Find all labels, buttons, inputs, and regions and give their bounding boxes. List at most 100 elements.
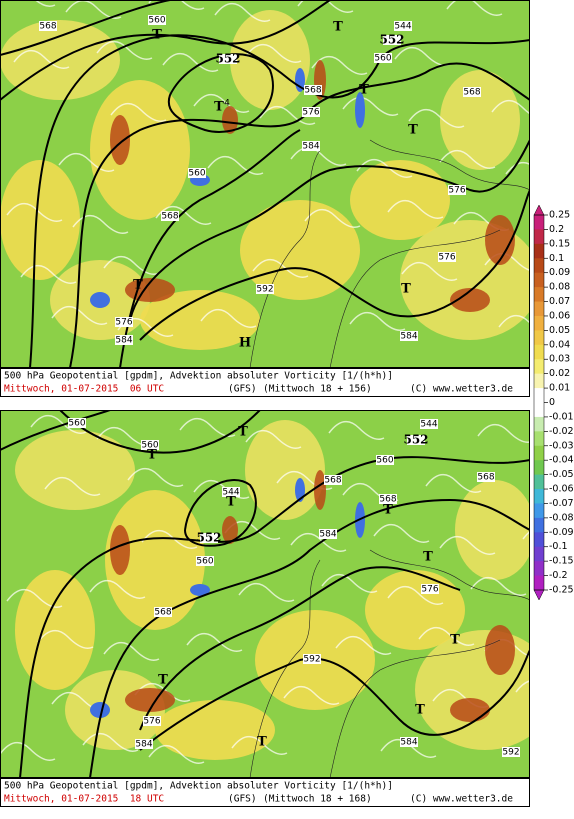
- colorbar-tick-label: 0.08: [549, 282, 570, 293]
- vorticity-streak: [44, 476, 101, 496]
- pressure-system-label: T: [423, 550, 433, 565]
- colorbar-band: [534, 431, 544, 447]
- map-frame: [0, 0, 530, 368]
- colorbar-band: [534, 474, 544, 490]
- vorticity-area: [240, 200, 360, 300]
- contour-label: 584: [400, 738, 417, 748]
- contour-label: 560: [196, 557, 213, 567]
- caption-box: [0, 368, 530, 397]
- caption-title: 500 hPa Geopotential [gpdm], Advektion a…: [4, 371, 393, 382]
- colorbar-band: [534, 215, 544, 230]
- colorbar-band: [534, 489, 544, 504]
- label-bg: [448, 185, 466, 195]
- coastline: [369, 139, 530, 191]
- geopotential-contour: [19, 456, 530, 778]
- vorticity-area: [245, 420, 325, 520]
- colorbar-band: [534, 503, 544, 519]
- vorticity-streak: [373, 523, 430, 543]
- contour-label: 584: [400, 332, 417, 342]
- vorticity-streak: [470, 576, 527, 596]
- colorbar-band: [534, 532, 544, 548]
- label-bg: [383, 35, 401, 45]
- colorbar-band: [534, 272, 544, 288]
- vorticity-streak: [335, 635, 392, 655]
- vorticity-min: [90, 702, 110, 718]
- label-bg: [143, 716, 161, 726]
- colorbar-tick-label: -0.15: [549, 556, 574, 567]
- vorticity-streak: [439, 149, 496, 169]
- label-bg: [438, 252, 456, 262]
- vorticity-streak: [162, 52, 219, 72]
- vorticity-streak: [245, 429, 302, 449]
- contour-label: 584: [302, 142, 319, 152]
- colorbar-tick-label: 0.02: [549, 368, 570, 379]
- vorticity-streak: [231, 735, 288, 755]
- colorbar-tick-label: 0.03: [549, 354, 570, 365]
- label-bg: [188, 168, 206, 178]
- contour-label: 560: [68, 419, 85, 429]
- vorticity-streak: [356, 158, 413, 178]
- vorticity-area: [455, 480, 530, 580]
- vorticity-area: [230, 10, 310, 110]
- vorticity-streak: [252, 258, 309, 278]
- vorticity-max: [450, 698, 490, 722]
- label-bg: [115, 335, 133, 345]
- colorbar: 0.25 0.2 0.15 0.1 0.09 0.08 0.07 0.06 0.05 0.04 0.…: [533, 204, 574, 601]
- vorticity-streak: [290, 146, 347, 166]
- vorticity-min: [355, 92, 365, 128]
- contour-label: 576: [421, 585, 438, 595]
- vorticity-max: [222, 516, 238, 544]
- contour-label: 560: [376, 456, 393, 466]
- vorticity-streak: [349, 311, 406, 331]
- colorbar-band: [534, 301, 544, 317]
- colorbar-tick-label: -0.08: [549, 512, 574, 523]
- vorticity-streak: [259, 105, 316, 125]
- colorbar-band: [534, 287, 544, 303]
- colorbar-tick-label: -0.03: [549, 440, 574, 451]
- vorticity-max: [110, 115, 130, 165]
- colorbar-tip: [533, 589, 545, 601]
- label-bg: [222, 487, 240, 497]
- contour-label: 592: [502, 748, 519, 758]
- vorticity-max: [110, 525, 130, 575]
- colorbar-band: [534, 402, 544, 418]
- label-bg: [420, 419, 438, 429]
- contour-label: 568: [379, 495, 396, 505]
- label-bg: [400, 331, 418, 341]
- label-bg: [376, 455, 394, 465]
- colorbar-band: [534, 344, 544, 360]
- vorticity-max: [485, 215, 515, 265]
- contour-label: 544: [420, 420, 437, 430]
- caption-run: (Mittwoch 18 + 168): [263, 794, 372, 805]
- geopotential-contour: [29, 34, 530, 368]
- vorticity-area: [90, 80, 190, 220]
- pressure-system-label: T: [383, 503, 393, 518]
- label-bg: [135, 739, 153, 749]
- vorticity-streak: [238, 582, 295, 602]
- label-bg: [68, 418, 86, 428]
- label-bg: [39, 21, 57, 31]
- pressure-system-label: T: [214, 100, 224, 115]
- contour-label: 584: [115, 336, 132, 346]
- contour-label: 568: [304, 86, 321, 96]
- vorticity-streak: [6, 588, 63, 608]
- contour-label: 560: [141, 441, 158, 451]
- geopotential-contour: [89, 498, 530, 778]
- colorbar-band: [534, 517, 544, 533]
- vorticity-streak: [321, 573, 378, 593]
- colorbar-band: [534, 445, 544, 461]
- contour-label: 568: [39, 22, 56, 32]
- contour-label: 568: [161, 212, 178, 222]
- vorticity-streak: [134, 682, 191, 702]
- vorticity-streak: [110, 102, 167, 122]
- vorticity-area: [15, 430, 135, 510]
- coastline: [329, 229, 501, 368]
- caption-model: (GFS): [228, 384, 257, 395]
- pressure-system-label: T: [158, 673, 168, 688]
- vorticity-streak: [425, 473, 482, 493]
- caption-credit: (C) www.wetter3.de: [410, 794, 513, 805]
- vorticity-streak: [328, 420, 385, 440]
- colorbar-tick-label: -0.09: [549, 527, 574, 538]
- label-bg: [196, 556, 214, 566]
